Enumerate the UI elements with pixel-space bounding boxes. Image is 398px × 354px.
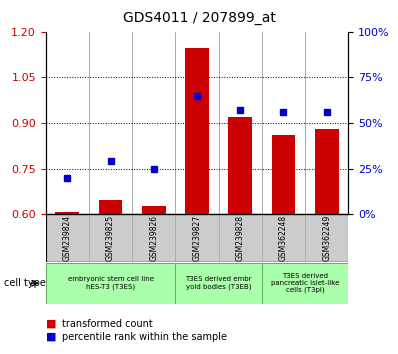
Text: T3ES derived
pancreatic islet-like
cells (T3pi): T3ES derived pancreatic islet-like cells… bbox=[271, 273, 339, 293]
Text: GSM362248: GSM362248 bbox=[279, 215, 288, 261]
Text: GSM362249: GSM362249 bbox=[322, 215, 331, 261]
Bar bbox=[176, 214, 219, 262]
Text: GSM239824: GSM239824 bbox=[63, 215, 72, 261]
Text: cell type: cell type bbox=[4, 278, 46, 288]
Text: embryonic stem cell line
hES-T3 (T3ES): embryonic stem cell line hES-T3 (T3ES) bbox=[68, 276, 154, 290]
Bar bbox=[185, 48, 209, 214]
Bar bbox=[99, 200, 123, 214]
Bar bbox=[228, 117, 252, 214]
Bar bbox=[315, 129, 339, 214]
Text: GSM239828: GSM239828 bbox=[236, 215, 245, 261]
Text: GSM239826: GSM239826 bbox=[149, 215, 158, 261]
Text: T3ES derived embr
yoid bodies (T3EB): T3ES derived embr yoid bodies (T3EB) bbox=[185, 276, 252, 290]
Bar bbox=[132, 214, 176, 262]
Bar bbox=[262, 263, 348, 304]
Text: percentile rank within the sample: percentile rank within the sample bbox=[62, 332, 227, 342]
Bar bbox=[46, 214, 89, 262]
Bar bbox=[219, 214, 262, 262]
Text: GSM239825: GSM239825 bbox=[106, 215, 115, 261]
Text: ■: ■ bbox=[46, 332, 56, 342]
Text: ■: ■ bbox=[46, 319, 56, 329]
Bar bbox=[55, 212, 79, 214]
Text: GSM239827: GSM239827 bbox=[193, 215, 201, 261]
Bar bbox=[176, 263, 262, 304]
Bar bbox=[262, 214, 305, 262]
Bar bbox=[271, 135, 295, 214]
Bar bbox=[46, 263, 176, 304]
Bar bbox=[305, 214, 348, 262]
Bar bbox=[89, 214, 132, 262]
Text: GDS4011 / 207899_at: GDS4011 / 207899_at bbox=[123, 11, 275, 25]
Text: transformed count: transformed count bbox=[62, 319, 152, 329]
Bar bbox=[142, 206, 166, 214]
